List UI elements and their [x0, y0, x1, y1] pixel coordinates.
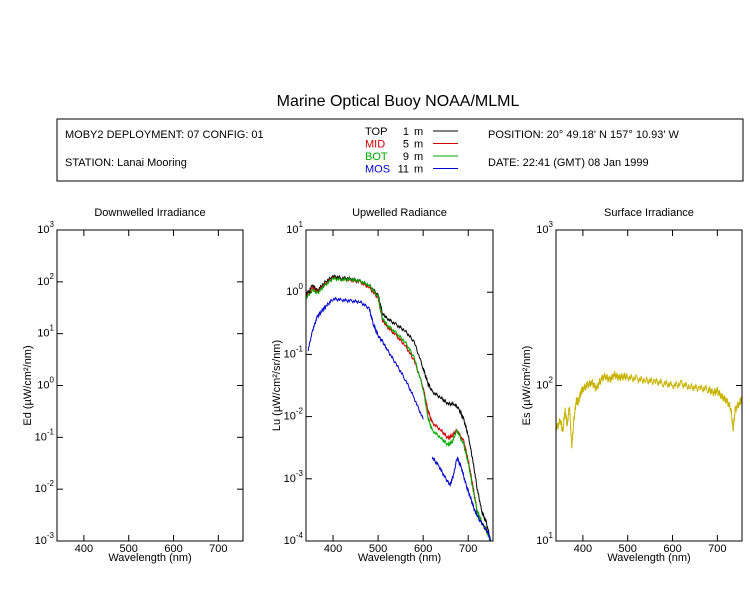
y-tick-label: 101	[37, 324, 54, 340]
figure-title: Marine Optical Buoy NOAA/MLML	[277, 93, 520, 110]
panel-title: Surface Irradiance	[604, 207, 694, 219]
legend-label: TOP	[365, 126, 387, 138]
series-line-mos	[431, 455, 491, 541]
panel-title: Upwelled Radiance	[352, 207, 447, 219]
plot-frame	[56, 229, 244, 542]
series-line-mid	[306, 275, 491, 541]
y-tick-label: 103	[536, 220, 553, 236]
info-box	[56, 118, 744, 182]
x-tick-label: 600	[164, 543, 182, 555]
x-axis-label: Wavelength (nm)	[358, 552, 441, 564]
x-tick-label: 700	[209, 543, 227, 555]
x-tick-label: 600	[663, 543, 681, 555]
series-line-mos	[307, 296, 424, 420]
legend-unit: m	[414, 126, 423, 138]
legend-depth: 1	[403, 126, 409, 138]
x-tick-label: 500	[619, 543, 637, 555]
y-axis-label: Es (µW/cm²/nm)	[521, 346, 533, 426]
x-tick-label: 600	[414, 543, 432, 555]
y-tick-label: 101	[536, 531, 553, 547]
series-line-es	[556, 370, 742, 449]
y-tick-label: 102	[37, 272, 54, 288]
series-line-bot	[306, 276, 491, 541]
legend-unit: m	[414, 151, 423, 163]
x-tick-label: 500	[120, 543, 138, 555]
x-tick-label: 700	[708, 543, 726, 555]
x-tick-label: 400	[574, 543, 592, 555]
y-tick-label: 103	[37, 220, 54, 236]
x-tick-label: 400	[75, 543, 93, 555]
plot-frame	[305, 229, 494, 542]
y-tick-label: 10-1	[284, 344, 304, 360]
deployment-text: MOBY2 DEPLOYMENT: 07 CONFIG: 01	[65, 129, 264, 141]
x-axis-label: Wavelength (nm)	[607, 552, 690, 564]
x-axis-label: Wavelength (nm)	[108, 552, 191, 564]
legend-label: MID	[365, 139, 385, 151]
x-tick-label: 400	[324, 543, 342, 555]
series-line-top	[306, 273, 492, 541]
x-tick-label: 700	[459, 543, 477, 555]
station-text: STATION: Lanai Mooring	[65, 157, 187, 169]
legend-depth: 5	[403, 139, 409, 151]
legend-depth: 11	[398, 164, 409, 176]
y-tick-label: 10-3	[284, 469, 304, 485]
y-tick-label: 102	[536, 376, 553, 392]
plot-frame	[555, 229, 743, 542]
position-text: POSITION: 20° 49.18' N 157° 10.93' W	[488, 129, 680, 141]
x-tick-label: 500	[369, 543, 387, 555]
date-text: DATE: 22:41 (GMT) 08 Jan 1999	[488, 157, 649, 169]
legend-unit: m	[414, 139, 423, 151]
y-tick-label: 10-4	[284, 531, 304, 547]
panel-surface-irradiance: Surface Irradiance 101 102 103 400 500 600 700 W…	[521, 207, 743, 564]
legend-label: BOT	[365, 151, 388, 163]
y-tick-label: 10-2	[284, 407, 304, 423]
y-tick-label: 10-2	[35, 479, 55, 495]
panel-downwelled-irradiance: Downwelled Irradiance 10-3 10-2 10-1 100 101 1…	[22, 207, 244, 564]
legend-unit: m	[414, 164, 423, 176]
y-tick-label: 100	[286, 282, 303, 298]
y-tick-label: 101	[286, 220, 303, 236]
y-tick-label: 10-3	[35, 531, 55, 547]
y-axis-label: Lu (µW/cm²/sr/nm)	[271, 340, 283, 431]
y-axis-label: Ed (µW/cm²/nm)	[22, 345, 34, 425]
panel-upwelled-radiance: Upwelled Radiance 10-4 10-3 10-2 10-1 100 101 4…	[271, 207, 494, 564]
y-tick-label: 100	[37, 376, 54, 392]
y-tick-label: 10-1	[35, 427, 55, 443]
panel-title: Downwelled Irradiance	[94, 207, 205, 219]
legend-depth: 9	[403, 151, 409, 163]
legend-label: MOS	[365, 164, 390, 176]
